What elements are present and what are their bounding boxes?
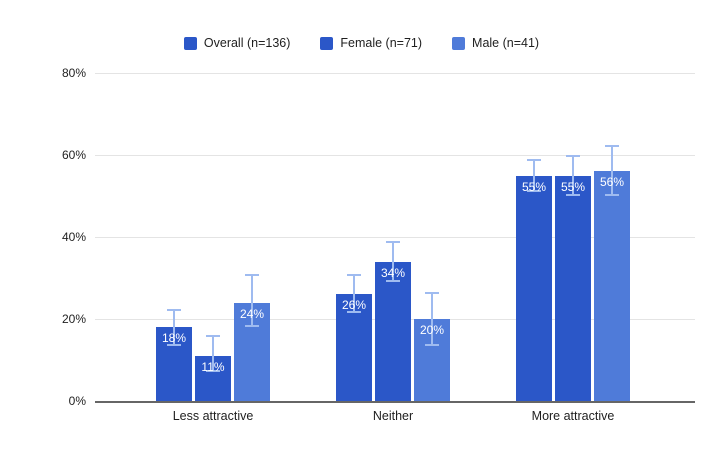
error-bar-top-cap	[566, 155, 580, 157]
bar-group: 55% 55% 56%	[513, 73, 633, 401]
bar-cell: 11%	[195, 73, 231, 401]
error-bar-top-cap	[167, 308, 181, 311]
gridline	[95, 155, 695, 156]
error-bar-bottom-cap	[425, 343, 439, 346]
error-bar-bottom-cap	[605, 194, 619, 196]
bar-value-label: 20%	[419, 323, 445, 337]
x-axis-line	[95, 401, 695, 403]
error-bar-bottom-cap	[527, 189, 541, 192]
error-bar	[173, 308, 175, 346]
bar-cell: 55%	[555, 73, 591, 401]
plot-area: 18% 11% 24% 26% 34% 20% 55% 55% 56%	[95, 73, 695, 403]
legend-label: Overall (n=136)	[203, 36, 291, 50]
error-bar	[611, 144, 613, 196]
bar-cell: 34%	[375, 73, 411, 401]
bar-value-label: 56%	[599, 175, 625, 190]
legend-color-swatch	[452, 36, 466, 50]
y-tick-label: 60%	[61, 148, 86, 162]
bar	[555, 175, 591, 401]
bar-value-label: 24%	[239, 306, 265, 321]
legend-color-swatch	[183, 36, 197, 50]
error-bar-bottom-cap	[167, 343, 181, 346]
y-tick-label: 0%	[68, 394, 86, 408]
legend-item: Male (n=41)	[452, 36, 539, 50]
error-bar-bottom-cap	[347, 310, 361, 313]
y-tick-label: 20%	[61, 312, 86, 326]
legend-color-swatch	[320, 36, 334, 50]
gridline	[95, 237, 695, 238]
error-bar-top-cap	[425, 292, 439, 295]
bar	[516, 175, 552, 401]
bar	[594, 171, 630, 401]
error-bar	[431, 292, 433, 346]
error-bar	[572, 155, 574, 196]
error-bar	[353, 273, 355, 313]
y-tick-label: 80%	[61, 66, 86, 80]
error-bar	[392, 241, 394, 283]
category-label: More attractive	[531, 409, 615, 423]
error-bar-top-cap	[245, 273, 259, 276]
bar-cell: 26%	[336, 73, 372, 401]
error-bar-bottom-cap	[206, 370, 220, 373]
bar-value-label: 55%	[521, 179, 547, 194]
bar-value-label: 55%	[560, 179, 586, 194]
error-bar-bottom-cap	[245, 325, 259, 328]
gridline	[95, 73, 695, 74]
category-label: Less attractive	[172, 409, 254, 423]
error-bar-top-cap	[605, 144, 619, 147]
bar-cell: 56%	[594, 73, 630, 401]
bar-cell: 55%	[516, 73, 552, 401]
error-bar-top-cap	[206, 335, 220, 338]
bar-value-label: 26%	[341, 298, 367, 313]
legend: Overall (n=136) Female (n=71) Male (n=41)	[0, 36, 723, 50]
bar-cell: 18%	[156, 73, 192, 401]
category-label: Neither	[372, 409, 414, 423]
bar-cell: 24%	[234, 73, 270, 401]
error-bar-top-cap	[386, 241, 400, 244]
y-tick-label: 40%	[61, 230, 86, 244]
bar-value-label: 34%	[380, 265, 406, 280]
bar-cell: 20%	[414, 73, 450, 401]
bar	[375, 261, 411, 401]
error-bar	[251, 273, 253, 328]
legend-item: Overall (n=136)	[183, 36, 291, 50]
error-bar-top-cap	[347, 273, 361, 276]
bar-group: 18% 11% 24%	[153, 73, 273, 401]
legend-item: Female (n=71)	[320, 36, 422, 50]
legend-label: Female (n=71)	[340, 36, 423, 50]
bar-value-label: 11%	[201, 359, 225, 374]
bar-group: 26% 34% 20%	[333, 73, 453, 401]
y-axis: 0% 20% 40% 60% 80%	[30, 66, 86, 408]
error-bar	[533, 159, 535, 192]
bar-value-label: 18%	[161, 331, 187, 346]
error-bar	[212, 335, 214, 373]
error-bar-top-cap	[527, 159, 541, 162]
error-bar-bottom-cap	[566, 194, 580, 196]
error-bar-bottom-cap	[386, 280, 400, 283]
legend-label: Male (n=41)	[472, 36, 540, 50]
